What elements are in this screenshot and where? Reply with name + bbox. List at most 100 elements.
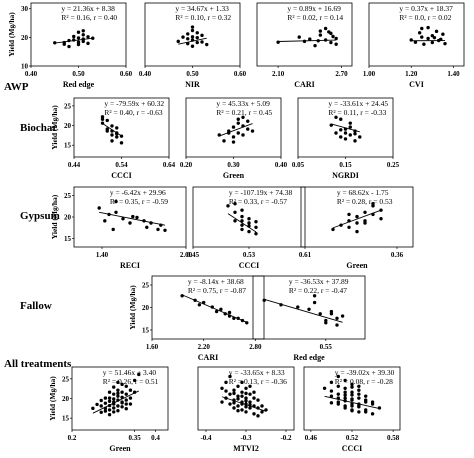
data-point [217, 133, 221, 137]
data-point [232, 391, 236, 396]
data-point [224, 396, 228, 400]
data-point [364, 410, 368, 414]
x-axis-label: MTVI2 [233, 444, 259, 453]
data-point [357, 405, 361, 409]
data-point [241, 133, 245, 137]
data-point [103, 401, 108, 405]
data-point [240, 394, 244, 398]
x-tick-label: 0.05 [292, 161, 305, 169]
data-point [244, 399, 248, 403]
plot-frame [368, 2, 465, 67]
data-point [339, 223, 343, 227]
regression-equation: y = -107.19x + 74.38 [229, 188, 293, 197]
data-point [131, 214, 135, 219]
data-point [149, 221, 153, 225]
data-point [409, 38, 413, 42]
data-point [379, 208, 383, 212]
data-point [312, 300, 317, 305]
x-axis-label: CARI [198, 353, 218, 362]
data-point [355, 221, 359, 225]
x-tick-label: 0.53 [243, 251, 256, 259]
data-point [329, 401, 334, 405]
data-point [357, 396, 361, 400]
data-point [195, 40, 199, 45]
data-point [307, 307, 311, 311]
data-point [343, 127, 348, 131]
y-axis-label: Yield (Mg/ha) [7, 12, 16, 57]
x-axis-label: Green [109, 444, 131, 453]
y-tick-label: 25 [62, 375, 70, 383]
x-tick-label: 0.4 [151, 434, 160, 442]
data-point [241, 124, 245, 128]
x-axis-label: CVI [409, 80, 424, 89]
data-point [348, 125, 352, 129]
data-point [115, 126, 119, 130]
data-point [226, 204, 230, 208]
data-point [248, 403, 252, 407]
trend-line [278, 39, 337, 42]
data-point [145, 225, 149, 229]
data-point [236, 316, 240, 320]
data-point [246, 127, 250, 131]
x-tick-label: 0.35 [128, 434, 141, 442]
data-point [308, 37, 312, 41]
data-point [329, 389, 334, 393]
y-tick-label: 15 [64, 142, 72, 150]
data-point [103, 406, 108, 411]
data-point [116, 394, 120, 398]
data-point [116, 388, 120, 392]
y-tick-label: 30 [21, 5, 29, 13]
y-axis-label: Yield (Mg/ha) [48, 376, 57, 421]
data-point [231, 140, 236, 144]
data-point [244, 402, 248, 406]
data-point [331, 34, 335, 39]
data-point [336, 396, 340, 400]
data-point [76, 36, 81, 40]
data-point [228, 374, 232, 379]
data-point [233, 219, 237, 223]
data-point [231, 125, 236, 129]
data-point [336, 402, 340, 406]
data-point [250, 129, 255, 133]
data-point [279, 303, 283, 307]
x-tick-label: 0.36 [391, 251, 404, 259]
data-point [201, 300, 206, 305]
y-axis-label: Yield (Mg/ha) [50, 105, 59, 150]
trend-line [219, 123, 253, 137]
data-point [86, 35, 90, 39]
data-point [296, 305, 300, 309]
data-point [81, 37, 85, 41]
data-point [223, 312, 227, 316]
data-point [132, 390, 137, 394]
data-point [116, 380, 120, 385]
data-point [348, 121, 352, 125]
data-point [240, 214, 244, 219]
data-point [197, 303, 202, 307]
data-point [233, 202, 237, 206]
regression-equation: y = -39.02x + 39.30 [335, 368, 395, 377]
data-point [200, 40, 204, 44]
data-point [318, 312, 322, 316]
data-point [120, 395, 124, 400]
data-point [252, 396, 256, 400]
data-point [417, 31, 422, 35]
data-point [222, 139, 226, 143]
data-point [240, 380, 244, 385]
data-point [240, 408, 244, 412]
x-tick-label: 0.64 [163, 161, 176, 169]
data-point [357, 388, 361, 392]
data-point [329, 394, 334, 398]
data-point [107, 396, 112, 400]
data-point [363, 210, 367, 214]
x-axis-label: CCCI [239, 261, 259, 270]
data-point [343, 393, 347, 397]
data-point [247, 229, 251, 234]
data-point [107, 399, 112, 403]
data-point [100, 117, 105, 121]
data-point [128, 388, 133, 392]
